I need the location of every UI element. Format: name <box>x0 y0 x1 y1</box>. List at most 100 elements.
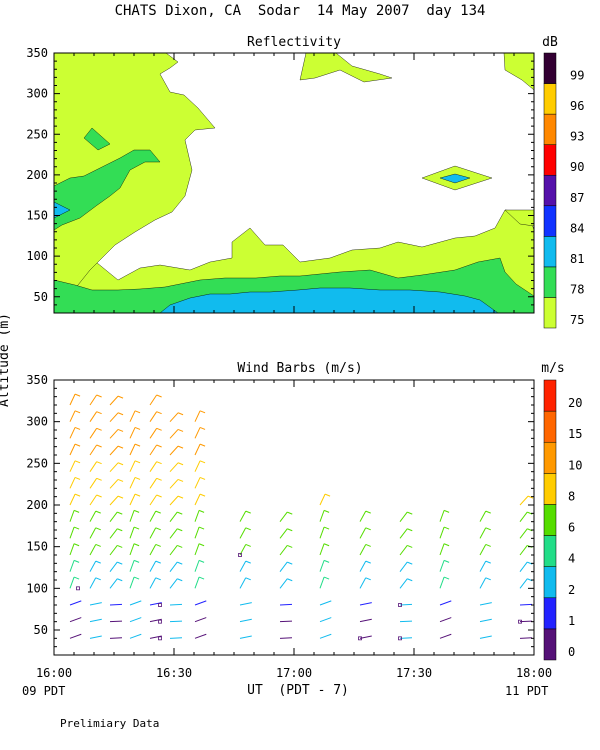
reflectivity-title: Reflectivity <box>247 35 341 50</box>
wind-barb-shaft <box>129 576 135 589</box>
wind-barb <box>169 462 184 473</box>
wind-barb-shaft <box>169 429 179 439</box>
wind-barb-shaft <box>279 545 288 556</box>
wind-barb <box>109 478 124 489</box>
wind-barb-shaft <box>239 560 247 572</box>
wind-barb <box>129 633 142 639</box>
wind-barb <box>399 578 413 589</box>
wind-barb-flag <box>74 460 81 464</box>
wind-barb-shaft <box>439 576 445 589</box>
wind-barb <box>479 510 491 522</box>
wind-barb-shaft <box>89 635 102 639</box>
wind-barb <box>194 410 206 422</box>
wind-colorbar-swatch <box>543 504 557 536</box>
reflectivity-panel: Reflectivity 50 100 150 200 250 300 350 dB 75 7… <box>26 35 584 329</box>
wind-barb <box>89 602 102 606</box>
wind-barb-shaft <box>169 545 178 556</box>
wind-barb-shaft <box>109 495 119 506</box>
wind-barb <box>479 527 491 539</box>
wind-barb <box>169 603 183 606</box>
wind-calm-marker <box>76 586 80 591</box>
wind-barb <box>149 461 162 472</box>
wind-barb <box>129 476 141 489</box>
wind-barb-shaft <box>89 444 98 456</box>
wind-barb <box>359 618 372 623</box>
wind-barb-shaft <box>109 545 118 556</box>
wind-barb-shaft <box>519 545 528 556</box>
wind-barb-flag <box>245 560 251 564</box>
refl-colorbar-swatch <box>543 113 557 145</box>
wind-barb-flag <box>365 560 371 564</box>
wind-colorbar-swatch <box>543 473 557 505</box>
wind-barb <box>319 559 330 572</box>
wind-barb-flag <box>96 444 102 448</box>
wind-barb <box>479 560 491 572</box>
wind-barb <box>519 603 533 606</box>
wind-barb <box>129 443 141 456</box>
wind-barb-flag <box>287 578 293 582</box>
refl-colorbar-swatch <box>543 236 557 268</box>
wind-colorbar-label: 10 <box>568 458 582 472</box>
wind-barb-shaft <box>439 526 445 539</box>
wind-barb-shaft <box>69 477 76 489</box>
wind-barb <box>129 410 141 422</box>
refl-ytick-label: 350 <box>26 46 48 60</box>
refl-ytick-label: 150 <box>26 209 48 223</box>
reflectivity-x-ticks <box>53 53 535 313</box>
wind-barb-shaft <box>479 618 492 623</box>
contour-78-blob <box>83 127 111 151</box>
wind-barb <box>109 445 124 456</box>
wind-barb-shaft <box>149 428 158 439</box>
contour-75-upper-left <box>53 52 216 301</box>
wind-barb-shaft <box>194 443 201 456</box>
wind-barb-shaft <box>479 510 487 522</box>
wind-barb-flag <box>198 559 205 563</box>
contour-75-top-right <box>503 52 535 91</box>
wind-barb-shaft <box>69 493 76 506</box>
wind-barb-flag <box>407 561 413 565</box>
wind-colorbar-swatch <box>543 410 557 443</box>
refl-colorbar-swatch <box>543 205 557 237</box>
wind-barb-shaft <box>129 460 136 472</box>
wind-barb-shaft <box>479 527 487 539</box>
wind-barb <box>279 511 293 522</box>
wind-barb-flag <box>198 543 205 547</box>
wind-barb-shaft <box>169 412 179 423</box>
wind-barb <box>279 578 293 589</box>
wind-barb <box>69 559 80 572</box>
wind-barb-flag <box>117 561 123 565</box>
wind-barb <box>169 428 184 439</box>
wind-barb <box>279 544 293 556</box>
wind-barb-shaft <box>194 576 200 589</box>
wind-barb-shaft <box>279 620 293 623</box>
wind-barb-shaft <box>359 544 367 556</box>
wind-barb-shaft <box>479 560 487 572</box>
wind-barb <box>439 559 450 572</box>
wind-barb-shaft <box>169 637 183 639</box>
wind-barb-shaft <box>109 578 118 589</box>
reflectivity-colorbar-unit: dB <box>542 35 558 50</box>
wind-colorbar-swatch <box>543 628 557 661</box>
wind-barb-shaft <box>129 600 142 606</box>
wind-barb-shaft <box>89 618 102 623</box>
reflectivity-y-axis: 50 100 150 200 250 300 350 <box>26 46 534 306</box>
wind-barb <box>129 426 141 439</box>
wind-speed-colorbar: m/s 0 1 2 4 6 8 10 15 20 <box>541 361 582 661</box>
wind-barb-flag <box>155 577 161 581</box>
wind-barb-flag <box>134 493 141 497</box>
wind-barb-flag <box>485 560 491 564</box>
wind-barb <box>399 637 413 639</box>
wind-barb-shaft <box>359 510 367 522</box>
wind-barb <box>109 561 123 572</box>
wind-colorbar-swatch <box>543 441 557 474</box>
wind-barb-flag <box>117 478 124 482</box>
wind-barb <box>439 543 450 556</box>
wind-colorbar-swatch <box>543 379 557 412</box>
wind-barb <box>89 527 101 539</box>
x-sublabel-left: 09 PDT <box>22 684 65 698</box>
wind-barb-shaft <box>129 560 135 572</box>
wind-barb-shaft <box>89 510 97 522</box>
wind-barb <box>89 444 102 456</box>
wind-barb-shaft <box>169 561 178 572</box>
wind-barb-shaft <box>239 510 247 522</box>
